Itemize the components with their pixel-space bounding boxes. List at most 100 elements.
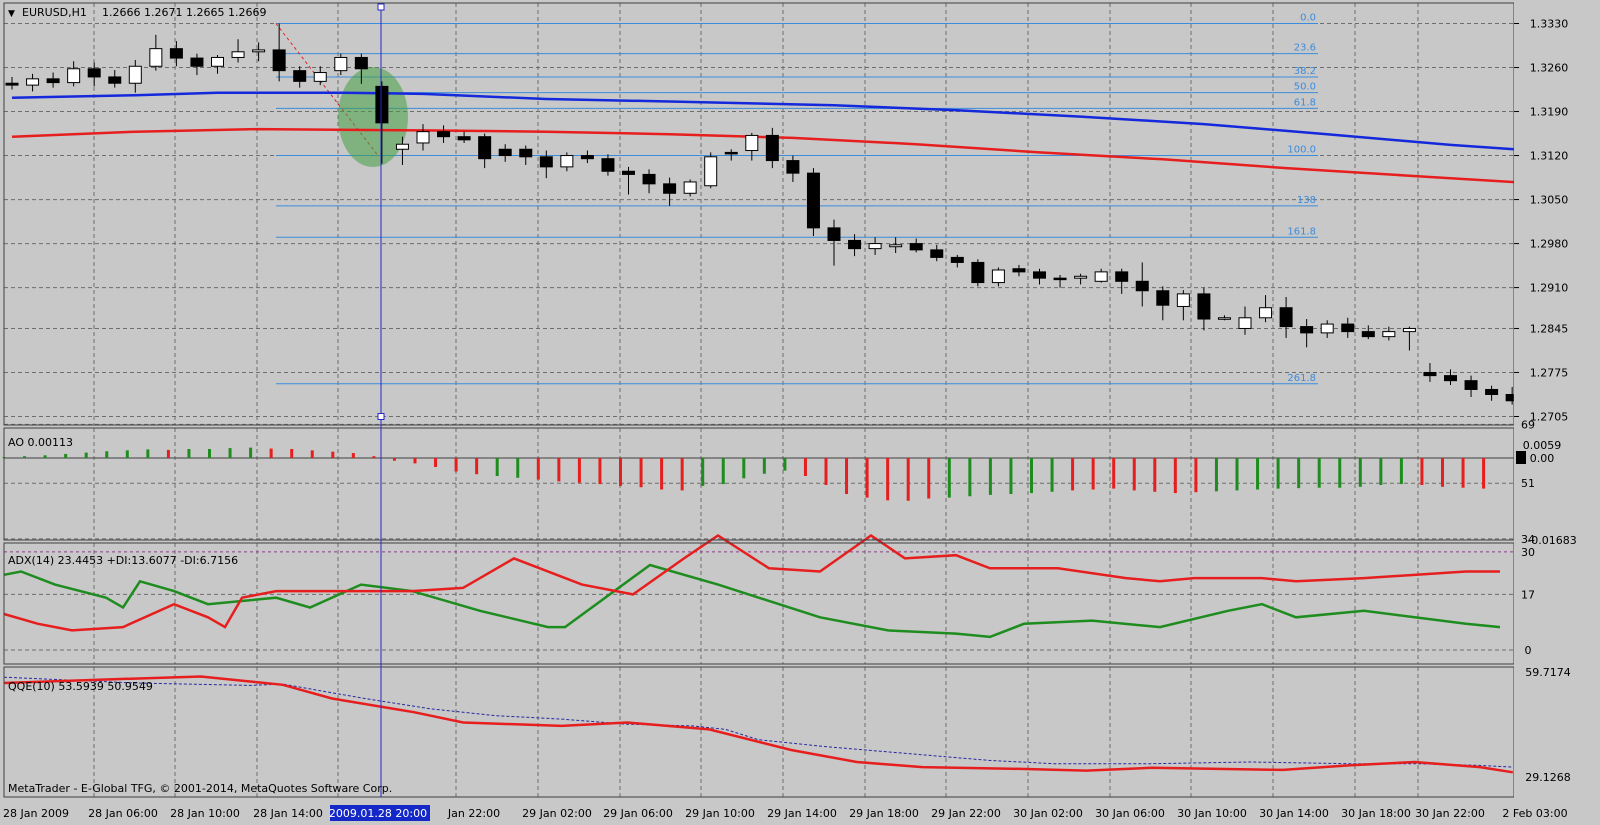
ao-bar <box>64 453 68 458</box>
candle-body <box>26 78 40 86</box>
fib-level-label: 38.2 <box>1294 66 1316 77</box>
ao-bar <box>228 448 232 458</box>
panel-frame <box>3 2 1515 426</box>
candle-body <box>1300 326 1314 334</box>
ao-bar <box>557 458 561 482</box>
candle-body <box>868 243 882 250</box>
ao-bar <box>1194 458 1198 493</box>
price-tick-label: 1.3260 <box>1530 62 1569 75</box>
ao-bar <box>598 458 602 485</box>
candle-body <box>601 158 615 172</box>
candle-body <box>1238 317 1252 329</box>
ao-bar <box>351 453 355 458</box>
qqe-axis-bottom: 29.1268 <box>1525 771 1571 784</box>
ao-bar <box>290 449 294 458</box>
ao-bar <box>1009 458 1013 494</box>
highlight-ellipse <box>338 67 408 167</box>
ao-bar <box>166 449 170 458</box>
ao-axis-top: 0.0059 <box>1523 439 1562 452</box>
candle-body <box>149 48 163 67</box>
ao-bar <box>742 458 746 479</box>
time-axis-label: 28 Jan 10:00 <box>170 807 240 820</box>
highlight-ellipse <box>338 67 408 167</box>
candlestick-series <box>5 23 1519 405</box>
candle-body <box>848 239 862 250</box>
ao-bar <box>1214 458 1218 492</box>
candle-body <box>169 48 183 59</box>
candle-body <box>108 76 122 84</box>
ao-bar <box>845 458 849 494</box>
candle-body <box>704 156 718 187</box>
ao-label: AO 0.00113 <box>8 436 73 449</box>
ao-bar <box>1050 458 1054 492</box>
price-tick-label: 1.3050 <box>1530 194 1569 207</box>
fib-level-label: 138 <box>1297 195 1316 206</box>
candle-body <box>724 151 738 155</box>
ao-bar <box>762 458 766 474</box>
ao-bar <box>392 458 396 461</box>
ao-bar <box>886 458 890 501</box>
candle-body <box>622 170 635 175</box>
candle-body <box>128 65 142 84</box>
fib-level-label: 0.0 <box>1300 13 1316 24</box>
candle-body <box>211 56 224 67</box>
candle-body <box>1012 268 1026 273</box>
time-axis-label: 28 Jan 2009 <box>3 807 69 820</box>
ao-bar <box>372 456 376 458</box>
candle-body <box>1053 277 1067 281</box>
fib-level-label: 161.8 <box>1287 226 1316 237</box>
qqe-signal-line <box>3 676 1513 768</box>
ao-bar <box>1091 458 1095 490</box>
candle-body <box>437 131 451 138</box>
candle-body <box>1485 388 1499 395</box>
symbol-label: EURUSD,H1 <box>22 6 87 19</box>
candle-body <box>1094 271 1108 282</box>
ao-bar <box>1030 458 1033 494</box>
crosshair-cursor[interactable] <box>377 3 385 797</box>
adx-minus-di-line <box>3 533 1500 632</box>
ao-bar <box>701 458 705 486</box>
footer-copyright: MetaTrader - E-Global TFG, © 2001-2014, … <box>8 782 392 795</box>
time-axis-label: 30 Jan 02:00 <box>1013 807 1083 820</box>
candle-body <box>765 134 779 162</box>
ao-bar <box>1112 458 1116 489</box>
candle-body <box>1341 323 1355 333</box>
ao-bar <box>1379 458 1383 485</box>
candle-body <box>334 56 348 72</box>
ao-bar <box>187 449 191 458</box>
candle-body <box>1259 307 1273 319</box>
candle-body <box>46 78 60 84</box>
ao-bar <box>454 458 458 472</box>
candle-body <box>1423 371 1437 377</box>
candle-body <box>745 134 759 152</box>
candle-body <box>1320 323 1334 334</box>
price-tick-label: 1.2910 <box>1530 282 1569 295</box>
candle-body <box>1156 290 1170 306</box>
time-axis-label: Jan 22:00 <box>447 807 500 820</box>
cursor-handle-top <box>377 3 385 11</box>
time-axis-label: 30 Jan 18:00 <box>1341 807 1411 820</box>
ao-bar <box>865 458 869 498</box>
time-axis-label: 29 Jan 18:00 <box>849 807 919 820</box>
ao-bar <box>516 458 520 478</box>
time-axis-label: 29 Jan 22:00 <box>931 807 1001 820</box>
adx-plus-di-line <box>3 563 1501 639</box>
fib-level-label: 61.8 <box>1294 97 1316 108</box>
ao-bar <box>906 458 910 501</box>
ma-fast-line <box>11 127 1533 185</box>
ao-bar <box>1297 458 1301 489</box>
candle-body <box>272 49 286 72</box>
candle-body <box>457 136 471 141</box>
time-axis-label: 30 Jan 22:00 <box>1415 807 1485 820</box>
time-axis-label: 28 Jan 06:00 <box>88 807 158 820</box>
candle-body <box>375 85 389 124</box>
dropdown-arrow-icon[interactable]: ▼ <box>8 9 15 19</box>
ao-bar <box>310 450 314 458</box>
candle-body <box>930 249 944 258</box>
axis-background <box>1514 0 1600 825</box>
ao-bar <box>495 458 499 476</box>
ao-bar <box>783 458 787 471</box>
ohlc-readout: 1.2666 1.2671 1.2665 1.2669 <box>102 6 266 19</box>
ao-axis-zero: 0.00 <box>1530 452 1555 465</box>
